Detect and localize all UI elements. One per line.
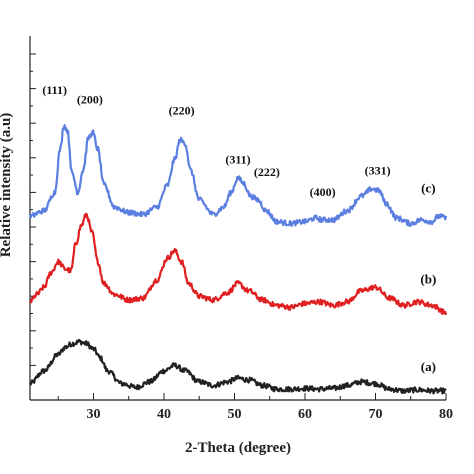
peak-label: (220) [169,103,195,117]
x-tick-label: 30 [86,407,100,422]
series-line-2 [29,212,448,316]
peak-label: (400) [310,185,336,199]
peak-label: (111) [42,83,67,97]
axes: 30 40 50 60 70 80 [29,36,453,422]
series-group [28,124,448,395]
x-axis-title: 2-Theta (degree) [185,440,291,456]
x-tick-label: 60 [298,407,312,422]
peak-label: (222) [254,165,280,179]
series-line-1 [28,338,447,395]
peak-label: (200) [77,92,103,106]
peak-label: (331) [365,163,391,177]
curve-label: (b) [420,272,436,287]
peak-label: (311) [225,152,250,166]
y-axis-title: Relative intensity (a.u) [0,113,14,258]
curve-label: (c) [421,181,435,196]
annotations: (111) (200) (220) (311) (222) (400) (331) (c) (b… [42,83,436,374]
curve-label: (a) [421,359,436,374]
x-tick-label: 40 [157,407,171,422]
x-tick-label: 50 [227,407,241,422]
x-tick-label: 80 [439,407,453,422]
series-line-3 [28,124,448,227]
x-tick-label: 70 [368,407,382,422]
